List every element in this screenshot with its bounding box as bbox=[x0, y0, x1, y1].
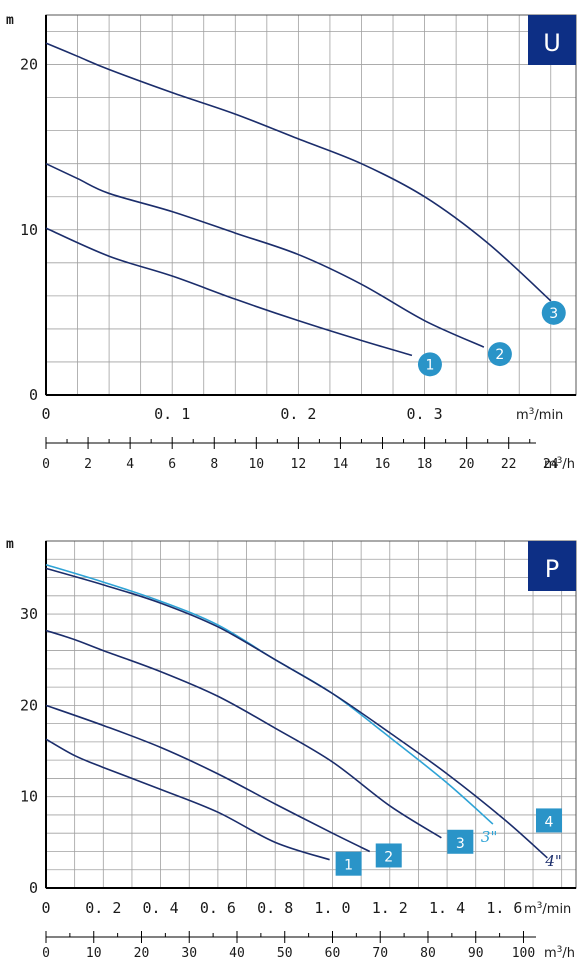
secondary-tick-label: 14 bbox=[333, 457, 349, 472]
chart-u-curves: 1 2 3 bbox=[45, 42, 566, 377]
x-tick-label: 0. 4 bbox=[143, 899, 179, 917]
chart-p-badge bbox=[528, 541, 576, 591]
secondary-tick-label: 20 bbox=[459, 457, 475, 472]
chart-p-y-unit: m bbox=[6, 537, 14, 552]
secondary-tick-label: 0 bbox=[42, 457, 50, 472]
y-tick-label: 10 bbox=[20, 221, 38, 239]
series-marker bbox=[375, 843, 402, 868]
secondary-tick-label: 2 bbox=[84, 457, 92, 472]
x-tick-label: 1. 6 bbox=[486, 899, 522, 917]
secondary-tick-label: 60 bbox=[325, 946, 341, 961]
chart-u-badge-label: U bbox=[543, 29, 561, 57]
x-tick-label: 0 bbox=[41, 405, 50, 423]
x-tick-label: 0 bbox=[41, 899, 50, 917]
secondary-tick-label: 50 bbox=[277, 946, 293, 961]
secondary-tick-label: 90 bbox=[468, 946, 484, 961]
series-line-p-4 bbox=[45, 563, 494, 825]
series-marker-label: 1 bbox=[425, 357, 434, 373]
x-tick-label: 1. 4 bbox=[429, 899, 465, 917]
chart-u-x-unit-secondary: m3/h bbox=[544, 456, 575, 472]
secondary-tick-label: 70 bbox=[372, 946, 388, 961]
x-tick-label: 0. 8 bbox=[257, 899, 293, 917]
y-tick-label: 10 bbox=[20, 788, 38, 806]
chart-u-y-ticks: 0 10 20 bbox=[20, 56, 38, 404]
secondary-tick-label: 4 bbox=[126, 457, 134, 472]
chart-p-grid bbox=[45, 540, 577, 889]
series-line-p-1 bbox=[45, 738, 330, 861]
x-tick-label: 1. 2 bbox=[372, 899, 408, 917]
secondary-tick-label: 22 bbox=[501, 457, 517, 472]
chart-p: 1 2 3 3" 4" 4 P m 0 10 20 30 0 0. 2 0. 4 0. 6 0. 8 1.… bbox=[6, 537, 577, 961]
chart-p-x-unit: m3/min bbox=[524, 901, 571, 917]
y-tick-label: 20 bbox=[20, 696, 38, 714]
secondary-tick-label: 100 bbox=[512, 946, 535, 961]
series-marker-label: 2 bbox=[384, 849, 393, 865]
series-line-p-2 bbox=[45, 704, 371, 853]
series-annotation: 4" bbox=[544, 852, 561, 870]
secondary-tick-label: 10 bbox=[86, 946, 102, 961]
secondary-tick-label: 20 bbox=[134, 946, 150, 961]
x-tick-label: 0. 3 bbox=[407, 405, 443, 423]
secondary-tick-label: 40 bbox=[229, 946, 245, 961]
y-tick-label: 0 bbox=[29, 386, 38, 404]
series-marker bbox=[536, 808, 562, 833]
secondary-tick-label: 12 bbox=[291, 457, 307, 472]
series-marker-label: 3 bbox=[456, 836, 465, 852]
chart-u-x-unit: m3/min bbox=[516, 407, 563, 423]
series-annotation: 3" bbox=[481, 828, 497, 846]
chart-u-x-ticks: 0 0. 1 0. 2 0. 3 bbox=[41, 405, 442, 423]
chart-p-y-ticks: 0 10 20 30 bbox=[20, 605, 38, 897]
secondary-tick-label: 6 bbox=[168, 457, 176, 472]
x-tick-label: 0. 6 bbox=[200, 899, 236, 917]
plot-frame bbox=[45, 14, 577, 396]
series-marker bbox=[487, 342, 512, 367]
chart-u-y-unit: m bbox=[6, 13, 14, 28]
secondary-tick-label: 16 bbox=[375, 457, 391, 472]
series-marker bbox=[447, 829, 474, 854]
series-marker-label: 2 bbox=[495, 347, 504, 363]
secondary-tick-label: 8 bbox=[210, 457, 218, 472]
secondary-tick-label: 18 bbox=[417, 457, 433, 472]
series-line-p-5 bbox=[45, 567, 548, 859]
secondary-tick-label: 24 bbox=[543, 457, 559, 472]
series-marker-label: 4 bbox=[545, 814, 554, 830]
series-marker-label: 1 bbox=[344, 858, 353, 874]
chart-u-secondary-axis: 0 2 4 6 8 10 12 14 16 18 20 22 24 bbox=[42, 437, 559, 472]
chart-p-badge-label: P bbox=[545, 555, 559, 583]
series-marker bbox=[417, 352, 442, 377]
chart-p-curves: 1 2 3 3" 4" 4 bbox=[45, 563, 562, 876]
secondary-tick-label: 30 bbox=[181, 946, 197, 961]
series-line-u-1 bbox=[45, 227, 413, 357]
x-tick-label: 0. 2 bbox=[280, 405, 316, 423]
x-tick-label: 0. 2 bbox=[85, 899, 121, 917]
chart-p-secondary-axis: 0 10 20 30 40 50 60 70 80 90 100 bbox=[42, 931, 536, 961]
secondary-tick-label: 0 bbox=[42, 946, 50, 961]
chart-u-badge bbox=[528, 15, 576, 65]
y-tick-label: 0 bbox=[29, 879, 38, 897]
secondary-tick-label: 10 bbox=[248, 457, 264, 472]
x-tick-label: 0. 1 bbox=[154, 405, 190, 423]
chart-p-x-unit-secondary: m3/h bbox=[544, 945, 575, 961]
chart-p-x-ticks: 0 0. 2 0. 4 0. 6 0. 8 1. 0 1. 2 1. 4 1. 6 bbox=[41, 899, 522, 917]
series-line-u-2 bbox=[45, 162, 485, 348]
series-marker bbox=[541, 300, 566, 325]
y-tick-label: 20 bbox=[20, 56, 38, 74]
secondary-tick-label: 80 bbox=[420, 946, 436, 961]
y-tick-label: 30 bbox=[20, 605, 38, 623]
chart-u-grid bbox=[45, 14, 577, 396]
series-line-p-3 bbox=[45, 629, 442, 839]
series-marker bbox=[335, 851, 362, 876]
series-marker-label: 3 bbox=[549, 306, 558, 322]
x-tick-label: 1. 0 bbox=[314, 899, 350, 917]
series-line-u-3 bbox=[45, 42, 552, 302]
